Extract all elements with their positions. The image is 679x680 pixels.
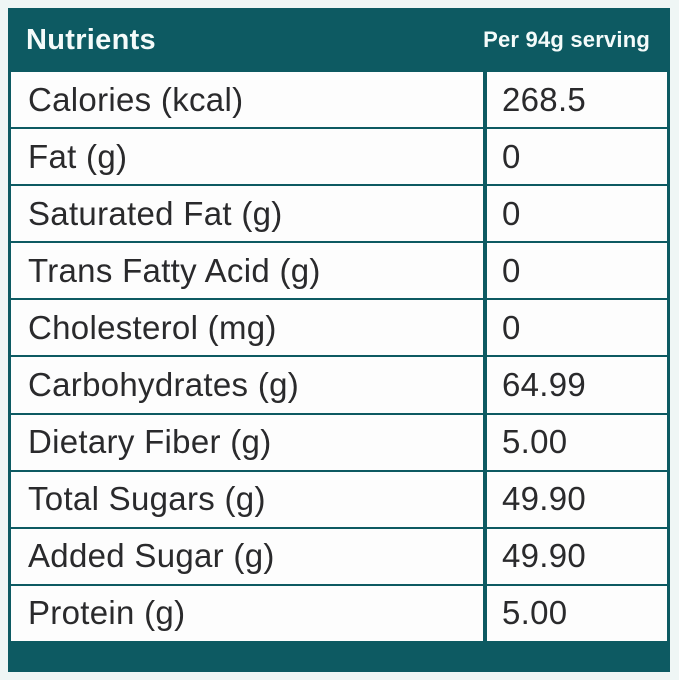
nutrient-label: Calories (kcal) <box>28 80 244 118</box>
table-row: Fat (g) 0 <box>11 129 667 185</box>
nutrient-label: Carbohydrates (g) <box>28 366 300 404</box>
table-row: Cholesterol (mg) 0 <box>11 300 667 356</box>
nutrient-value: 0 <box>483 243 667 299</box>
nutrient-label: Total Sugars (g) <box>28 480 266 518</box>
table-row: Dietary Fiber (g) 5.00 <box>11 414 667 470</box>
table-row: Saturated Fat (g) 0 <box>11 186 667 242</box>
nutrient-value: 49.90 <box>483 528 667 584</box>
table-title: Nutrients <box>26 23 156 56</box>
nutrient-value: 268.5 <box>483 72 667 128</box>
nutrient-value: 5.00 <box>483 585 667 641</box>
nutrient-value: 0 <box>483 300 667 356</box>
nutrient-label: Protein (g) <box>28 594 186 632</box>
nutrient-label: Dietary Fiber (g) <box>28 423 272 461</box>
nutrient-label: Cholesterol (mg) <box>28 308 277 346</box>
nutrient-label: Added Sugar (g) <box>28 537 275 575</box>
table-row: Trans Fatty Acid (g) 0 <box>11 243 667 299</box>
nutrient-value: 64.99 <box>483 357 667 413</box>
table-row: Carbohydrates (g) 64.99 <box>11 357 667 413</box>
nutrition-table: Nutrients Per 94g serving Calories (kcal… <box>8 8 670 672</box>
nutrient-value: 0 <box>483 186 667 242</box>
table-row: Protein (g) 5.00 <box>11 585 667 641</box>
nutrient-label: Trans Fatty Acid (g) <box>28 251 321 289</box>
nutrient-rows: Calories (kcal) 268.5 Fat (g) 0 Saturated Fa… <box>8 72 670 641</box>
serving-size-label: Per 94g serving <box>483 27 650 52</box>
table-row: Added Sugar (g) 49.90 <box>11 528 667 584</box>
nutrient-label: Saturated Fat (g) <box>28 194 283 232</box>
nutrient-label: Fat (g) <box>28 137 128 175</box>
nutrient-value: 5.00 <box>483 414 667 470</box>
nutrient-value: 49.90 <box>483 471 667 527</box>
table-header: Nutrients Per 94g serving <box>8 8 670 72</box>
table-row: Total Sugars (g) 49.90 <box>11 471 667 527</box>
table-row: Calories (kcal) 268.5 <box>11 72 667 128</box>
nutrient-value: 0 <box>483 129 667 185</box>
